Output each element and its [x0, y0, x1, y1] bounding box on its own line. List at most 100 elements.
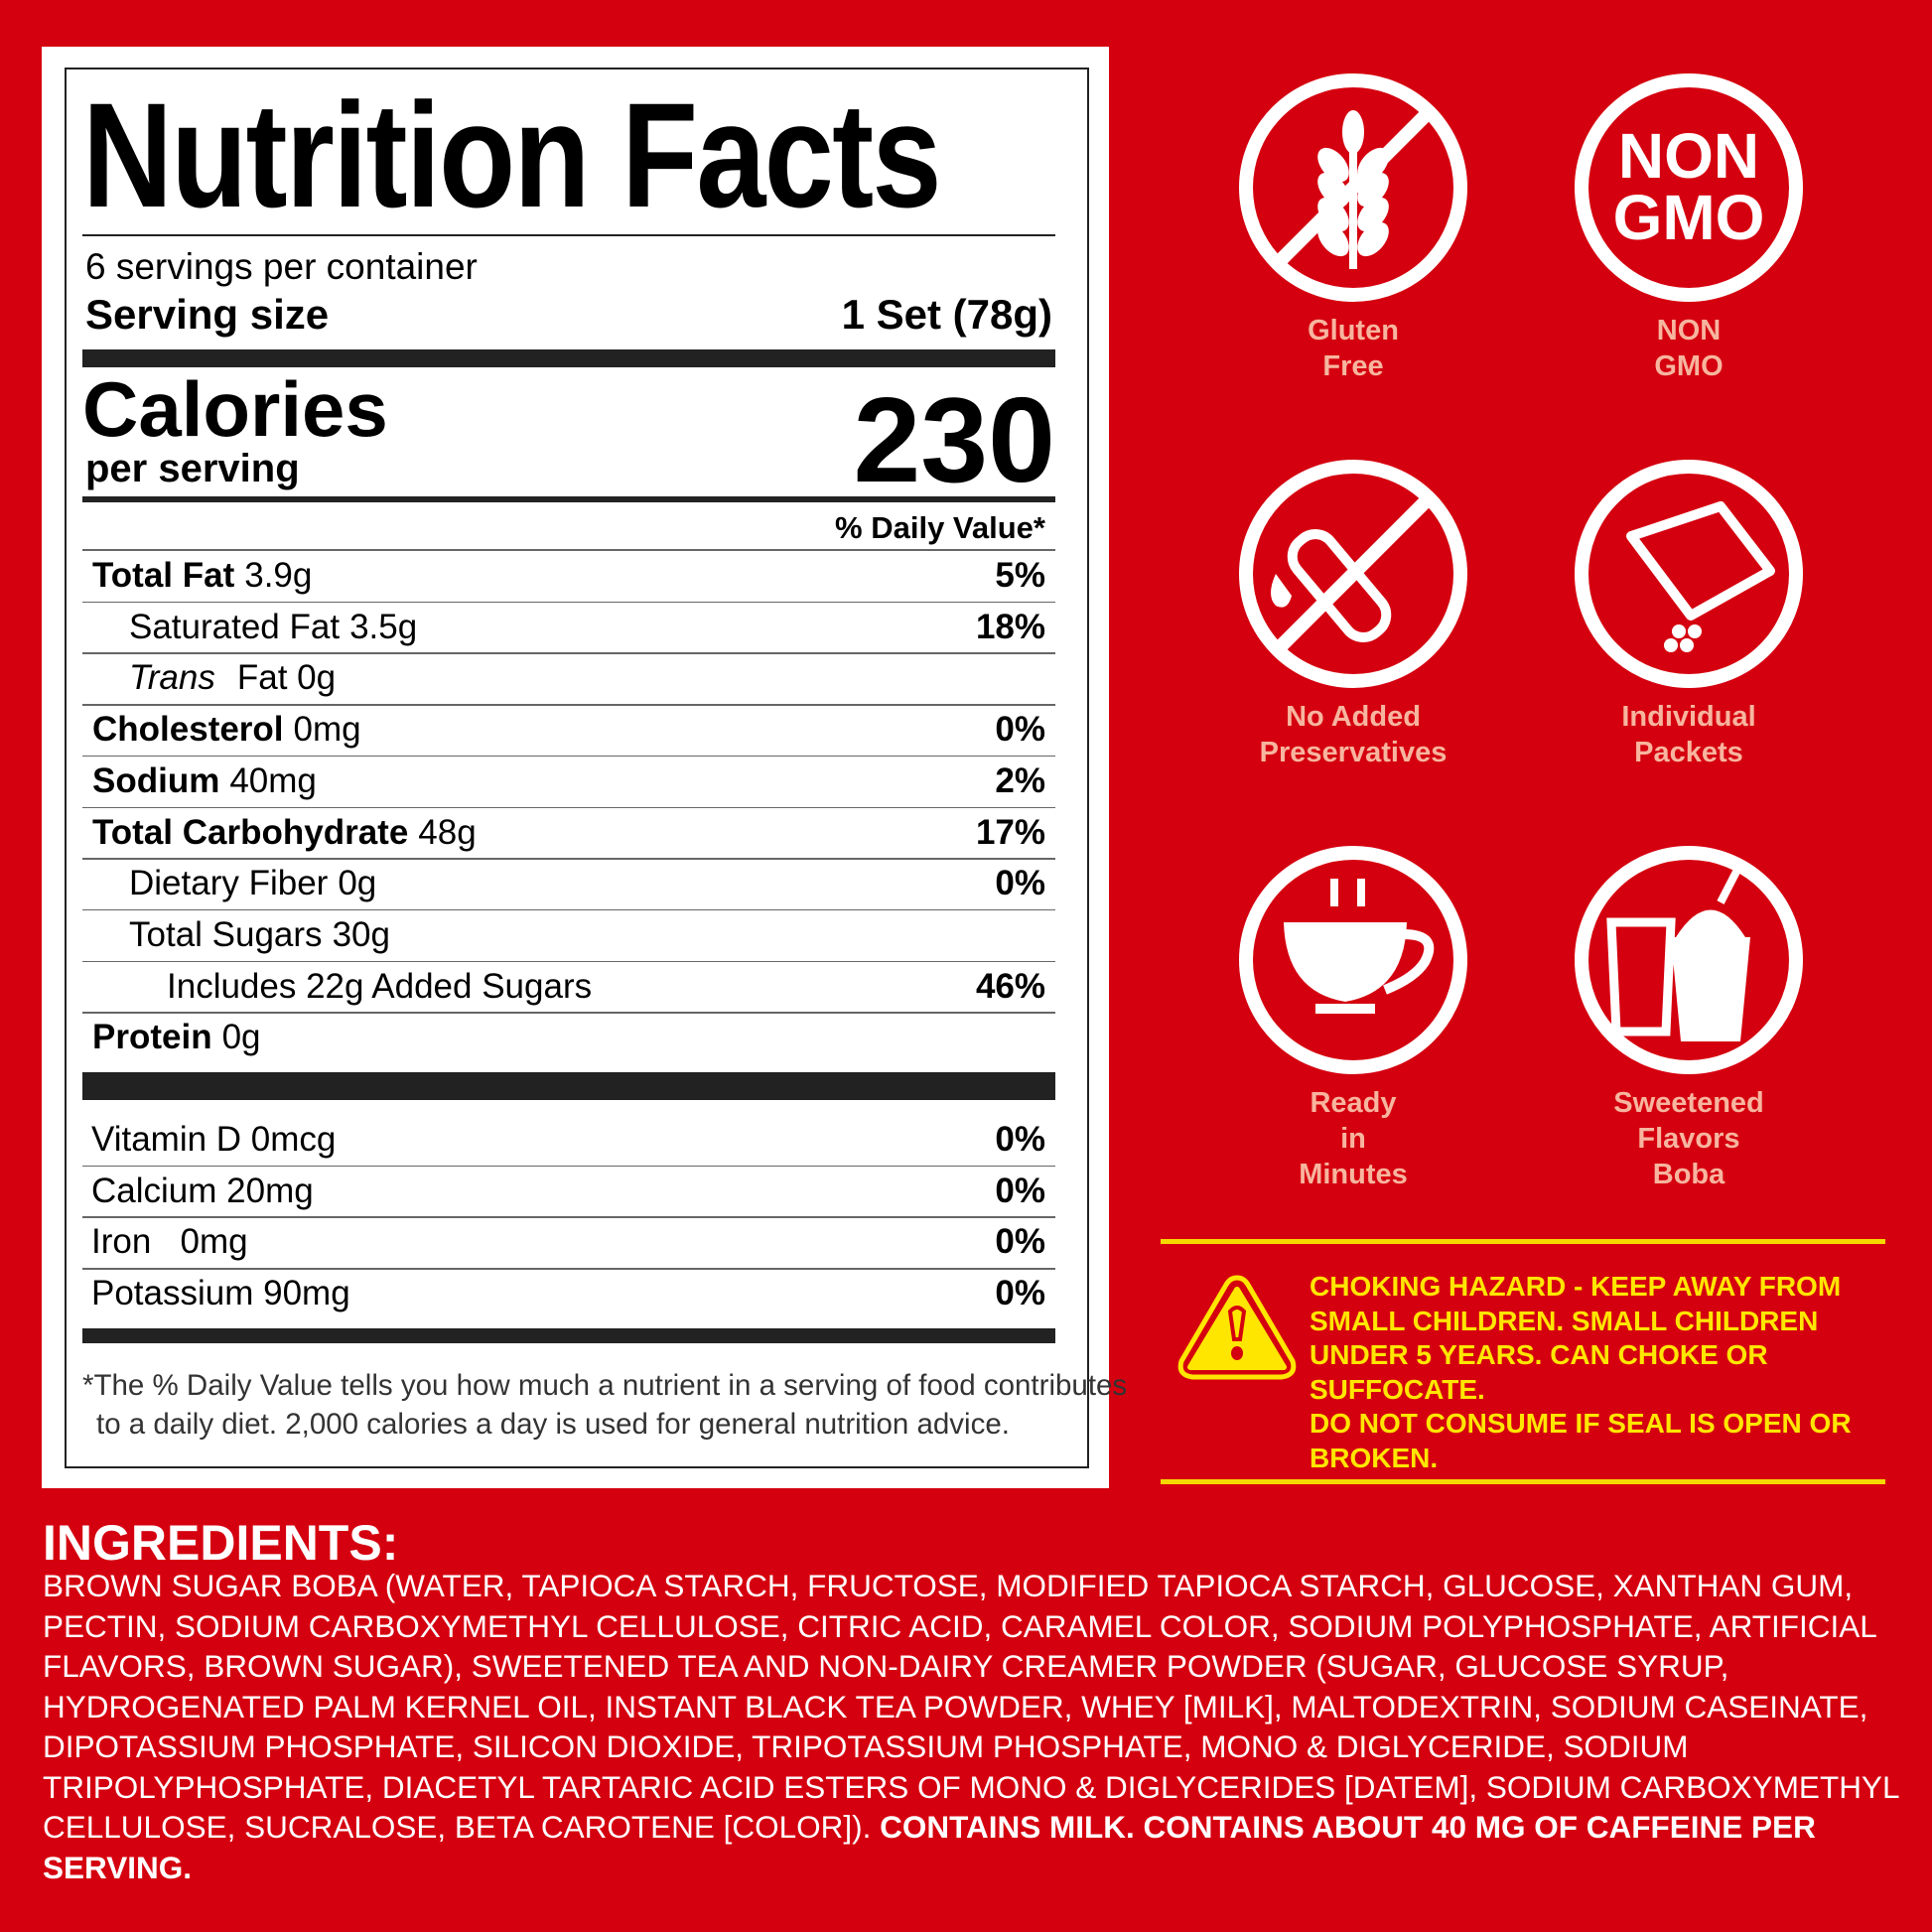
badge-label-line: Ready	[1310, 1087, 1397, 1119]
nutrient-label: Includes 22g Added Sugars	[167, 967, 602, 1007]
warning-line: SUFFOCATE.	[1310, 1373, 1485, 1405]
badge-label-line: GMO	[1654, 350, 1724, 382]
nutrient-amount: 3.9g	[244, 556, 313, 595]
nutrient-label: Cholesterol 0mg	[92, 710, 361, 750]
nutrient-amount: 0g	[338, 864, 377, 903]
nutrient-label: Protein 0g	[92, 1018, 261, 1057]
badge-label: Individual Packets	[1540, 699, 1838, 770]
nutrient-label: Sodium 40mg	[92, 761, 317, 801]
warning-text: CHOKING HAZARD - KEEP AWAY FROM SMALL CHI…	[1310, 1270, 1885, 1475]
row-divider	[82, 549, 1055, 551]
thick-divider	[82, 1328, 1055, 1343]
nutrient-row: Sodium 40mg 2%	[82, 756, 1055, 807]
row-divider	[82, 652, 1055, 654]
daily-value: 0%	[995, 1120, 1045, 1159]
nutrient-name: Total Fat	[92, 556, 235, 595]
per-serving-label: per serving	[85, 447, 300, 490]
vitamin-label: Vitamin D 0mcg	[91, 1120, 337, 1159]
thick-divider	[82, 349, 1055, 367]
row-divider	[82, 960, 1055, 963]
nutrient-name: Dietary Fiber	[129, 864, 329, 903]
badge-label-line: Flavors	[1637, 1123, 1740, 1155]
allergen-statement: CONTAINS MILK. CONTAINS ABOUT 40 MG OF C…	[43, 1809, 1816, 1885]
badge-label-line: Preservatives	[1259, 737, 1448, 768]
nutrient-row: Cholesterol 0mg 0%	[82, 704, 1055, 756]
vitamin-row: Calcium 20mg 0%	[82, 1166, 1055, 1217]
nutrient-name: Sodium	[92, 760, 220, 800]
nutrient-label: Total Carbohydrate 48g	[92, 813, 477, 853]
nutrient-amount: 0g	[221, 1018, 261, 1057]
serving-size-label: Serving size	[85, 291, 330, 338]
warning-line: SMALL CHILDREN. SMALL CHILDREN	[1310, 1305, 1819, 1336]
nutrient-row: Includes 22g Added Sugars 46%	[82, 961, 1055, 1013]
row-divider	[82, 1268, 1055, 1270]
warning-line: DO NOT CONSUME IF SEAL IS OPEN OR	[1310, 1408, 1852, 1439]
badge-label: Gluten Free	[1204, 313, 1502, 384]
nutrient-row: Total Sugars 30g	[82, 909, 1055, 961]
footnote-line-2: to a daily diet. 2,000 calories a day is…	[96, 1408, 1010, 1441]
vitamin-row: Iron 0mg 0%	[82, 1216, 1055, 1268]
nutrition-facts-panel	[42, 47, 1109, 1488]
nutrient-row: Trans Fat 0g	[82, 652, 1055, 704]
servings-per-container: 6 servings per container	[85, 246, 478, 287]
nutrient-name: Protein	[92, 1018, 212, 1057]
ingredients-title: INGREDIENTS:	[43, 1515, 399, 1571]
divider	[82, 496, 1055, 502]
serving-size-value: 1 Set (78g)	[841, 291, 1052, 338]
badge-label-line: Sweetened	[1613, 1087, 1764, 1119]
nutrient-row: Saturated Fat 3.5g 18%	[82, 602, 1055, 653]
daily-value: 5%	[995, 556, 1045, 595]
gluten-free-wheat-icon	[1239, 73, 1467, 302]
badge-label: No Added Preservatives	[1204, 699, 1502, 770]
badge-label: Sweetened Flavors Boba	[1540, 1085, 1838, 1192]
nutrient-label: Total Sugars 30g	[129, 915, 390, 955]
daily-value: 0%	[995, 1274, 1045, 1313]
warning-triangle-icon	[1177, 1275, 1297, 1380]
nutrient-label: Total Fat 3.9g	[92, 556, 312, 596]
badge-label: NON GMO	[1540, 313, 1838, 384]
badge-label-line: Minutes	[1299, 1159, 1408, 1190]
no-preservatives-test-tube-icon	[1239, 460, 1467, 688]
row-divider	[82, 1216, 1055, 1218]
nutrient-amount: 3.5g	[349, 607, 418, 646]
badge-label-line: Free	[1322, 350, 1384, 382]
badge-label-line: No Added	[1286, 701, 1421, 733]
divider	[82, 234, 1055, 236]
nutrition-title: Nutrition Facts	[82, 71, 942, 238]
nutrient-amount: 40mg	[229, 760, 317, 800]
non-text: NON	[1618, 120, 1759, 192]
title-wrap: Nutrition Facts	[82, 71, 1055, 238]
nutrient-name: Trans	[129, 658, 215, 698]
row-divider	[82, 755, 1055, 758]
nutrient-name: Total Carbohydrate	[92, 812, 409, 852]
nutrient-row: Total Carbohydrate 48g 17%	[82, 807, 1055, 859]
ingredients-list: BROWN SUGAR BOBA (WATER, TAPIOCA STARCH,…	[43, 1568, 1899, 1845]
vitamin-row: Vitamin D 0mcg 0%	[82, 1114, 1055, 1166]
badge-label-line: Packets	[1634, 737, 1743, 768]
nutrient-name: Total Sugars	[129, 914, 323, 954]
nutrient-row: Protein 0g	[82, 1012, 1055, 1063]
gmo-text: GMO	[1613, 182, 1765, 253]
badge-label-line: Gluten	[1308, 315, 1399, 346]
row-divider	[82, 806, 1055, 808]
nutrient-label: Dietary Fiber 0g	[129, 864, 376, 903]
row-divider	[82, 704, 1055, 706]
individual-packet-icon	[1575, 460, 1803, 688]
warning-line: BROKEN.	[1310, 1442, 1439, 1473]
nutrient-row: Total Fat 3.9g 5%	[82, 550, 1055, 602]
nutrient-name: Cholesterol	[92, 710, 284, 750]
nutrient-amount: 30g	[332, 914, 390, 954]
ingredients-text: BROWN SUGAR BOBA (WATER, TAPIOCA STARCH,…	[43, 1566, 1909, 1887]
warning-line: CHOKING HAZARD - KEEP AWAY FROM	[1310, 1271, 1842, 1302]
calories-value: 230	[853, 372, 1055, 507]
badge-label: Ready in Minutes	[1204, 1085, 1502, 1192]
daily-value: 0%	[995, 1171, 1045, 1210]
row-divider	[82, 858, 1055, 860]
daily-value: 0%	[995, 710, 1045, 750]
boba-drink-icon	[1575, 846, 1803, 1074]
vitamin-label: Iron 0mg	[91, 1222, 248, 1262]
row-divider	[82, 1012, 1055, 1014]
row-divider	[82, 908, 1055, 911]
nutrient-label: Trans Fat 0g	[129, 658, 336, 698]
